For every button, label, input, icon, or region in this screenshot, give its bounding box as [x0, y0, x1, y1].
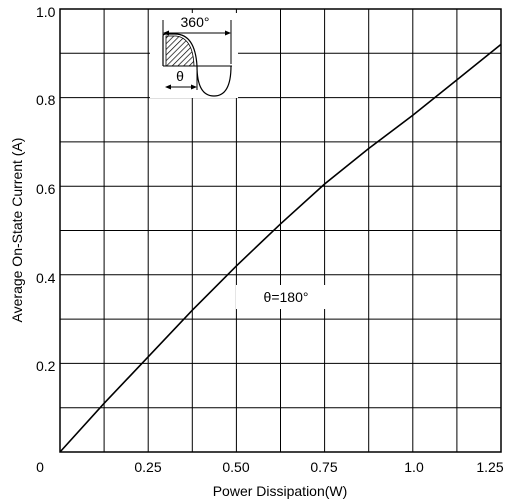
- plot-frame: [59, 8, 502, 453]
- y-tick-label: 0.8: [36, 92, 56, 108]
- x-tick-label: 0.75: [310, 459, 337, 475]
- x-tick-label: 1.25: [476, 459, 503, 475]
- x-tick-labels: 0 0.25 0.50 0.75 1.0 1.25: [36, 459, 504, 475]
- x-tick-label: 1.0: [404, 459, 424, 475]
- inset-angle-arrowhead-left: [165, 84, 171, 90]
- x-tick-label: 0: [36, 459, 44, 475]
- series-line-theta-180: [59, 43, 502, 453]
- y-axis-label: Average On-State Current (A): [9, 138, 25, 323]
- y-tick-labels: 0.2 0.4 0.6 0.8 1.0: [36, 4, 56, 374]
- inset-negative-half: [196, 65, 232, 97]
- inset-angle-arrowhead-right: [191, 84, 197, 90]
- inset-period-arrowhead-right: [225, 30, 231, 36]
- curve-label: θ=180°: [264, 289, 309, 305]
- inset-period-label: 360°: [181, 14, 210, 30]
- y-tick-label: 1.0: [36, 4, 56, 20]
- y-tick-label: 0.2: [36, 358, 56, 374]
- x-tick-label: 0.50: [222, 459, 249, 475]
- x-axis-label: Power Dissipation(W): [213, 483, 348, 499]
- y-tick-label: 0.6: [36, 181, 56, 197]
- x-tick-label: 0.25: [134, 459, 161, 475]
- y-tick-label: 0.4: [36, 270, 56, 286]
- waveform-inset: 360° θ: [150, 13, 238, 98]
- curve-label-background: [236, 285, 336, 309]
- inset-angle-label: θ: [176, 68, 184, 84]
- inset-period-arrowhead-left: [163, 30, 169, 36]
- inset-background: [150, 13, 238, 98]
- inset-shaded-conduction: [165, 35, 195, 67]
